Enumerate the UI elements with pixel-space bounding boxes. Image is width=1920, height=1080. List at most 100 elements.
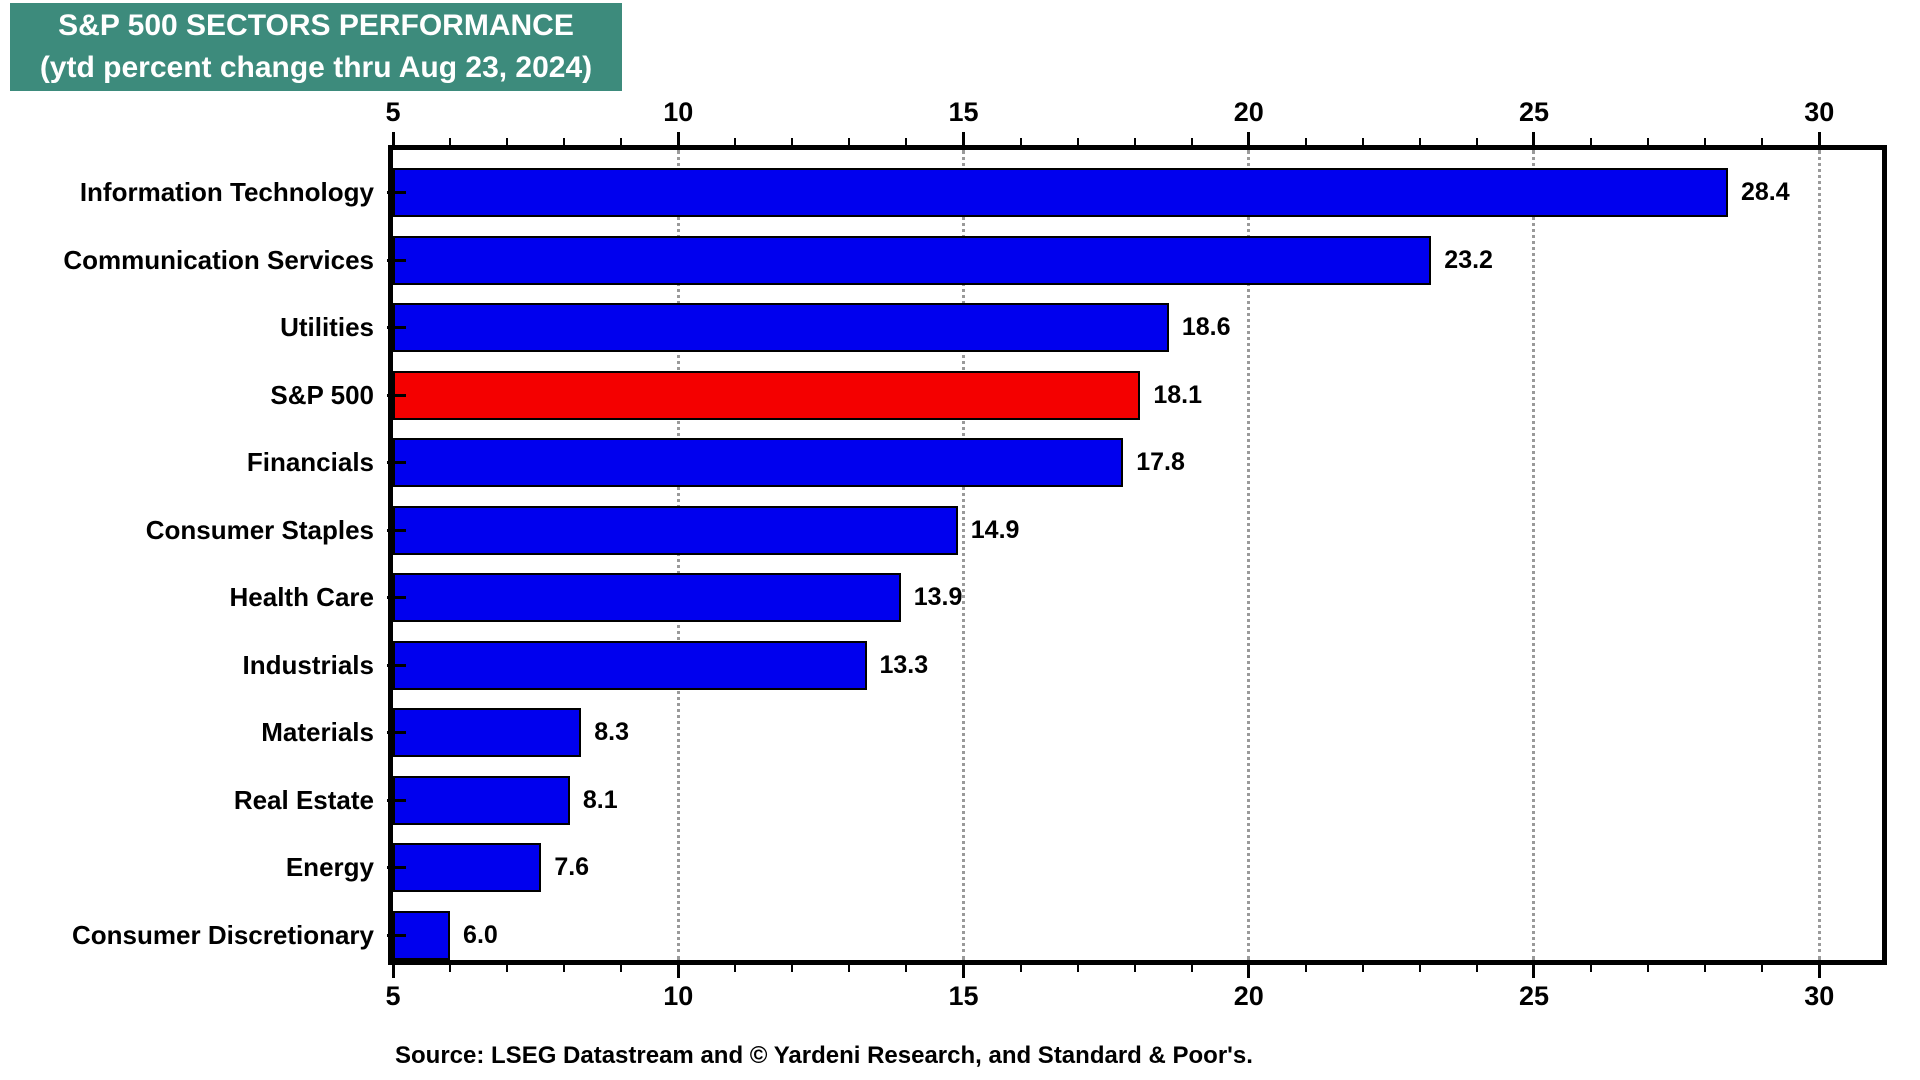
bar-value-label: 6.0 xyxy=(463,920,498,949)
category-label: S&P 500 xyxy=(270,379,374,410)
gridline-15 xyxy=(961,150,965,960)
major-tick-30 xyxy=(1817,132,1821,145)
bar-value-label: 14.9 xyxy=(970,515,1020,544)
tick-label-5: 5 xyxy=(385,97,401,127)
minor-tick-19 xyxy=(1190,138,1193,145)
bar-information-technology xyxy=(393,168,1728,217)
minor-tick-24 xyxy=(1475,965,1478,972)
minor-tick-23 xyxy=(1418,965,1421,972)
bar-value-label: 28.4 xyxy=(1740,178,1790,206)
bar-value-label: 23.2 xyxy=(1444,245,1493,274)
bar-health-care xyxy=(393,573,901,622)
gridline-25 xyxy=(1532,150,1536,960)
minor-tick-16 xyxy=(1019,138,1022,145)
tick-label-20: 20 xyxy=(1233,981,1264,1011)
tick-label-30: 30 xyxy=(1804,981,1835,1011)
category-tick xyxy=(387,798,406,802)
category-label: Information Technology xyxy=(79,177,374,207)
minor-tick-18 xyxy=(1133,965,1136,972)
minor-tick-8 xyxy=(563,965,566,972)
bar-value-label: 8.3 xyxy=(594,718,630,746)
source-note: Source: LSEG Datastream and © Yardeni Re… xyxy=(395,1042,1253,1069)
minor-tick-9 xyxy=(620,965,623,972)
tick-label-15: 15 xyxy=(948,981,979,1011)
minor-tick-21 xyxy=(1304,965,1307,972)
bar-value-label: 8.1 xyxy=(582,785,618,814)
category-tick xyxy=(387,326,406,329)
category-label: Industrials xyxy=(242,649,374,680)
minor-tick-6 xyxy=(449,138,452,145)
category-label: Energy xyxy=(285,852,374,882)
bar-financials xyxy=(393,438,1124,487)
minor-tick-7 xyxy=(506,965,509,972)
category-label: Materials xyxy=(261,717,374,747)
bar-value-label: 13.9 xyxy=(913,583,963,611)
minor-tick-14 xyxy=(905,965,908,972)
category-tick xyxy=(387,461,406,464)
category-tick xyxy=(387,393,406,397)
minor-tick-11 xyxy=(734,965,737,972)
tick-label-25: 25 xyxy=(1518,97,1549,127)
major-tick-15 xyxy=(961,132,965,145)
category-tick xyxy=(387,933,406,937)
minor-tick-13 xyxy=(848,138,851,145)
minor-tick-17 xyxy=(1076,965,1079,972)
major-tick-10 xyxy=(676,965,680,978)
category-tick xyxy=(387,528,406,532)
minor-tick-7 xyxy=(506,138,509,145)
bar-consumer-staples xyxy=(393,505,958,555)
minor-tick-28 xyxy=(1704,965,1707,972)
minor-tick-13 xyxy=(848,965,851,972)
category-label: Utilities xyxy=(280,312,374,342)
bar-s-p-500 xyxy=(393,370,1141,420)
bar-value-label: 7.6 xyxy=(554,853,590,881)
category-label: Communication Services xyxy=(63,244,374,275)
minor-tick-17 xyxy=(1076,138,1079,145)
gridline-20 xyxy=(1247,150,1251,960)
category-tick xyxy=(387,191,406,194)
minor-tick-8 xyxy=(563,138,566,145)
bar-utilities xyxy=(393,303,1169,352)
tick-label-5: 5 xyxy=(385,981,401,1011)
tick-label-25: 25 xyxy=(1518,981,1549,1011)
category-label: Real Estate xyxy=(233,784,374,815)
minor-tick-11 xyxy=(734,138,737,145)
major-tick-20 xyxy=(1247,132,1251,145)
minor-tick-28 xyxy=(1704,138,1707,145)
category-tick xyxy=(387,866,406,869)
minor-tick-19 xyxy=(1190,965,1193,972)
minor-tick-6 xyxy=(449,965,452,972)
minor-tick-12 xyxy=(791,965,794,972)
plot-area: 28.4 23.2 18.6 18.1 17.8 14.9 13.9 13.3 8.3 8.1 7.… xyxy=(387,145,1887,965)
bar-industrials xyxy=(393,640,867,690)
gridline-30 xyxy=(1817,150,1821,960)
minor-tick-23 xyxy=(1418,138,1421,145)
minor-tick-26 xyxy=(1590,965,1593,972)
minor-tick-22 xyxy=(1361,138,1364,145)
major-tick-25 xyxy=(1532,965,1536,978)
major-tick-25 xyxy=(1532,132,1536,145)
major-tick-15 xyxy=(961,965,965,978)
tick-label-10: 10 xyxy=(663,981,694,1011)
minor-tick-29 xyxy=(1761,965,1764,972)
bar-value-label: 18.6 xyxy=(1181,313,1231,341)
category-label: Health Care xyxy=(229,582,375,612)
major-tick-10 xyxy=(676,132,680,145)
minor-tick-18 xyxy=(1133,138,1136,145)
category-tick xyxy=(387,663,406,667)
category-tick xyxy=(387,731,406,734)
chart-title-box: S&P 500 SECTORS PERFORMANCE (ytd percent… xyxy=(10,3,622,91)
minor-tick-27 xyxy=(1647,138,1650,145)
minor-tick-24 xyxy=(1475,138,1478,145)
major-tick-5 xyxy=(391,965,395,978)
bar-value-label: 18.1 xyxy=(1153,380,1203,409)
chart-subtitle: (ytd percent change thru Aug 23, 2024) xyxy=(39,51,593,84)
tick-label-30: 30 xyxy=(1804,97,1835,127)
category-label: Financials xyxy=(246,447,374,477)
category-label: Consumer Discretionary xyxy=(72,919,374,950)
bar-communication-services xyxy=(393,235,1432,285)
tick-label-15: 15 xyxy=(948,97,979,127)
bar-value-label: 17.8 xyxy=(1136,448,1185,476)
category-label: Consumer Staples xyxy=(145,514,374,545)
minor-tick-21 xyxy=(1304,138,1307,145)
